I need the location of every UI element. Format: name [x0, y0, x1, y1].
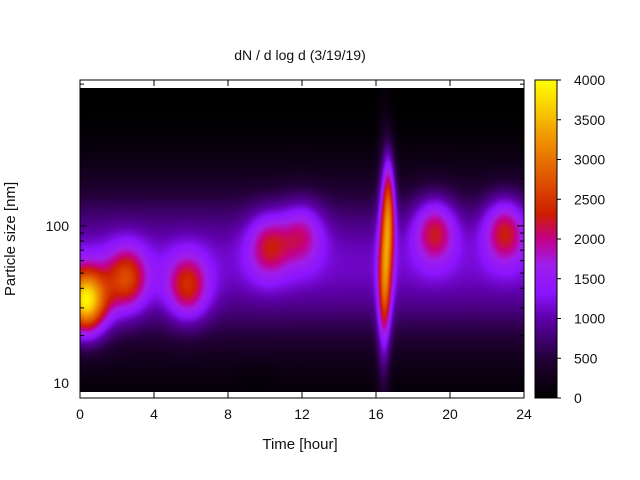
colorbar-tick-label: 2500 — [574, 191, 605, 207]
colorbar-tick-label: 500 — [574, 350, 598, 366]
x-axis-ticks: 0 4 8 12 16 20 24 — [76, 80, 532, 422]
colorbar-tick-label: 3500 — [574, 112, 605, 128]
x-tick-label: 8 — [224, 406, 232, 422]
chart-title: dN / d log d (3/19/19) — [234, 47, 366, 63]
y-tick-label: 100 — [46, 218, 70, 234]
colorbar-tick-label: 1000 — [574, 311, 605, 327]
x-tick-label: 12 — [294, 406, 310, 422]
x-tick-label: 20 — [442, 406, 458, 422]
colorbar-tick-label: 1500 — [574, 271, 605, 287]
heatmap-area — [80, 88, 524, 392]
colorbar-tick-label: 4000 — [574, 72, 605, 88]
y-tick-label: 10 — [53, 375, 69, 391]
y-axis-ticks: 10 100 — [46, 83, 524, 391]
colorbar-ticks: 0 500 1000 1500 2000 2500 3000 3500 4000 — [557, 72, 605, 406]
x-tick-label: 24 — [516, 406, 532, 422]
colorbar — [535, 80, 557, 398]
x-tick-label: 4 — [150, 406, 158, 422]
colorbar-tick-label: 3000 — [574, 152, 605, 168]
colorbar-tick-label: 0 — [574, 390, 582, 406]
colorbar-tick-label: 2000 — [574, 231, 605, 247]
x-tick-label: 0 — [76, 406, 84, 422]
x-tick-label: 16 — [368, 406, 384, 422]
y-axis-label: Particle size [nm] — [2, 182, 19, 296]
x-axis-label: Time [hour] — [262, 436, 337, 453]
